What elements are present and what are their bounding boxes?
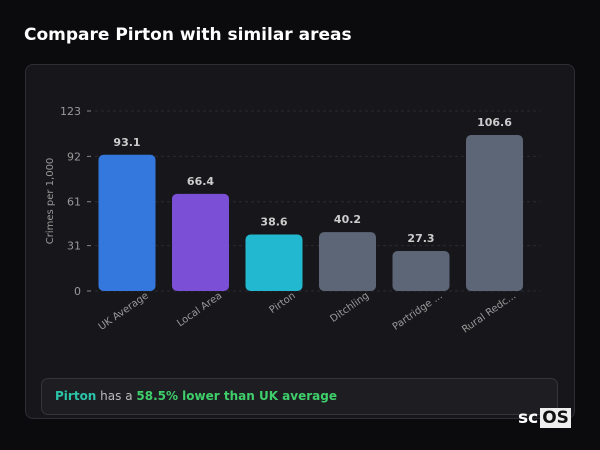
x-tick-label: Pirton	[268, 290, 298, 316]
x-tick-label: Ditchling	[328, 290, 371, 325]
y-tick-label: 92	[67, 150, 81, 163]
summary-area: Pirton	[55, 389, 97, 403]
bar	[172, 193, 229, 291]
bar	[392, 251, 450, 291]
summary-comparison: 58.5% lower than UK average	[136, 389, 337, 403]
summary-box: Pirton has a 58.5% lower than UK average	[41, 378, 558, 415]
bar-value-label: 66.4	[187, 175, 214, 188]
y-tick-label: 0	[74, 285, 81, 298]
x-tick-label: Partridge ...	[391, 290, 445, 332]
bar-value-label: 38.6	[260, 216, 287, 229]
bar	[245, 234, 303, 291]
y-tick-label: 123	[60, 105, 81, 118]
logo: sc OS	[516, 408, 571, 428]
x-tick-label: Local Area	[175, 290, 224, 329]
bar-value-label: 40.2	[334, 213, 361, 226]
bar	[466, 135, 523, 291]
y-tick-label: 61	[67, 196, 81, 209]
bar	[98, 154, 156, 291]
logo-prefix: sc	[518, 408, 539, 428]
y-tick-label: 31	[67, 240, 81, 253]
bar-value-label: 106.6	[477, 116, 512, 129]
logo-box: OS	[540, 408, 571, 428]
bar-value-label: 27.3	[407, 232, 434, 245]
y-axis-label: Crimes per 1,000	[45, 158, 56, 245]
bar-value-label: 93.1	[113, 136, 140, 149]
page-title: Compare Pirton with similar areas	[24, 25, 352, 45]
summary-text: has a	[96, 389, 137, 403]
bar	[319, 232, 376, 291]
x-tick-label: UK Average	[97, 290, 151, 332]
x-tick-label: Rural Redc...	[460, 290, 518, 335]
